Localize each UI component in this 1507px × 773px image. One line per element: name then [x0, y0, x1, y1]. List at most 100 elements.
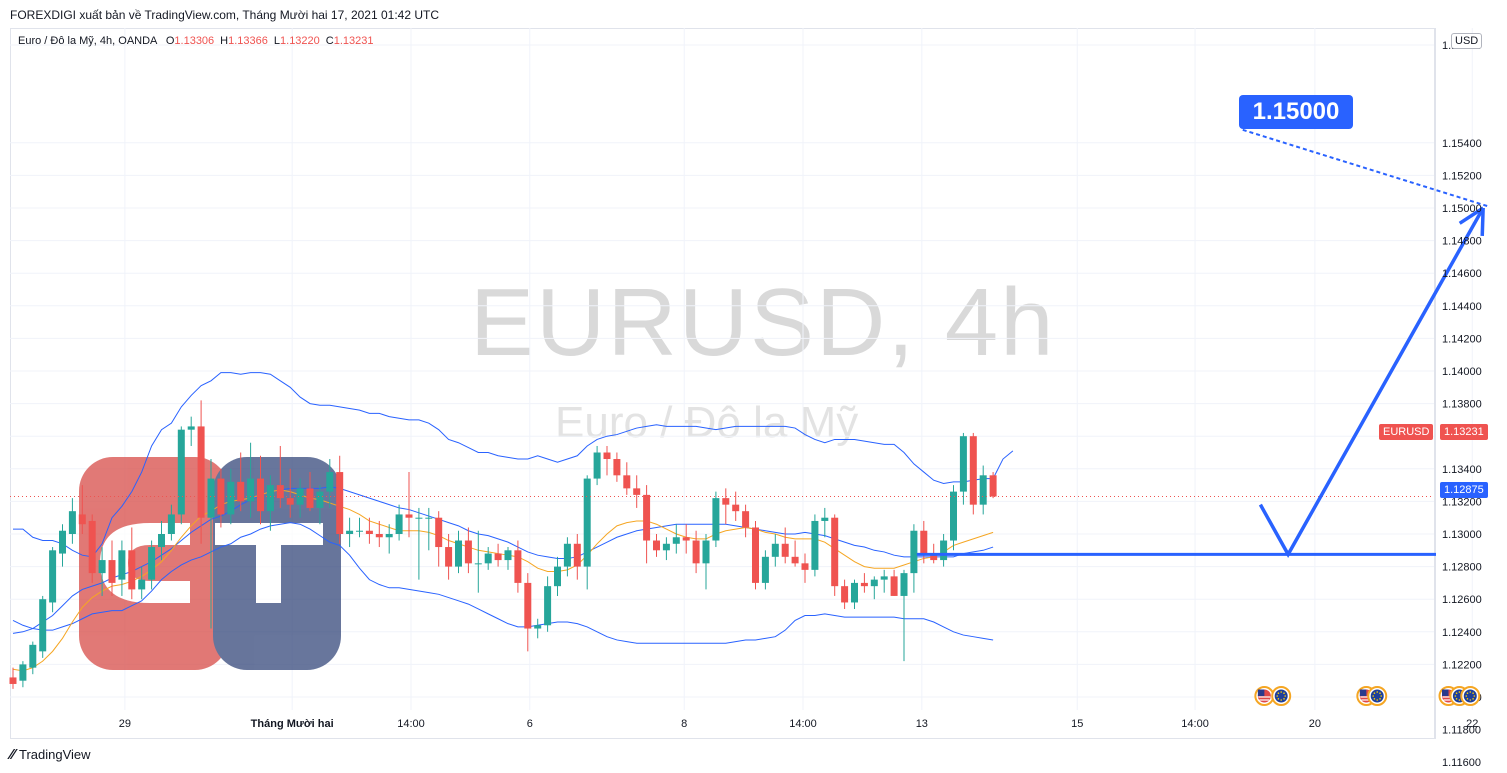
candle-body	[78, 514, 86, 525]
candle-body	[870, 579, 878, 587]
last-price-tag: 1.13231	[1440, 424, 1488, 440]
candle-body	[49, 550, 57, 603]
candle-body	[464, 540, 472, 564]
y-tick-label: 1.12600	[1442, 594, 1482, 606]
candle-body	[19, 664, 27, 681]
candle-body	[474, 563, 482, 565]
us-event-flag-icon[interactable]	[1254, 686, 1275, 706]
candle-body	[207, 478, 215, 518]
eu-star	[1284, 695, 1286, 697]
candle-body	[880, 576, 888, 580]
candle-body	[326, 472, 334, 492]
candle-body	[266, 485, 274, 512]
candle-body	[593, 452, 601, 479]
candle-body	[504, 550, 512, 561]
candle-body	[583, 478, 591, 567]
eu-star	[1376, 699, 1379, 701]
candle-body	[395, 514, 403, 534]
candle-body	[662, 543, 670, 551]
publish-header: FOREXDIGI xuất bản về TradingView.com, T…	[10, 8, 440, 22]
candle-body	[29, 644, 37, 668]
candle-body	[237, 481, 245, 502]
eu-star	[1376, 691, 1379, 693]
currency-button[interactable]: USD	[1451, 33, 1483, 49]
eu-star	[1473, 695, 1476, 697]
candle-body	[385, 534, 393, 538]
bollinger-upper-band	[13, 372, 1014, 558]
candle-body	[9, 677, 17, 684]
y-tick-label: 1.12800	[1442, 562, 1482, 574]
eu-star	[1465, 695, 1468, 697]
symbol-name: Euro / Đô la Mỹ, 4h, OANDA	[18, 35, 157, 47]
candle-body	[890, 576, 898, 596]
candle-body	[455, 540, 462, 567]
candle-body	[484, 553, 492, 564]
candle-body	[692, 540, 700, 564]
candle-body	[831, 517, 839, 587]
candle-body	[187, 426, 195, 430]
candle-body	[286, 498, 294, 505]
target-price-label[interactable]: 1.15000	[1239, 95, 1353, 129]
eu-star	[1472, 698, 1474, 700]
candle-body	[494, 553, 502, 561]
candle-body	[257, 478, 264, 512]
candle-body	[217, 478, 225, 515]
candle-body	[415, 517, 423, 519]
symbol-price-tag: EURUSD	[1379, 424, 1434, 440]
candle-body	[514, 550, 522, 583]
candle-body	[177, 429, 185, 515]
eu-star	[1379, 698, 1381, 700]
candle-body	[128, 550, 136, 590]
eu-star	[1455, 692, 1458, 694]
candle-body	[425, 517, 433, 519]
x-tick-label: 29	[119, 718, 131, 730]
eu-star	[1280, 699, 1282, 701]
candle-body	[930, 553, 938, 561]
candle-body	[316, 491, 324, 508]
candle-body	[138, 579, 146, 590]
x-tick-label: 14:00	[397, 718, 425, 730]
arrow-head-right	[1458, 206, 1485, 225]
candle-body	[623, 475, 631, 489]
candle-body	[197, 426, 205, 518]
target-label-connector	[1239, 128, 1488, 207]
candle-body	[306, 488, 314, 508]
candle-body	[910, 530, 918, 574]
x-tick-label: Tháng Mười hai	[251, 718, 334, 730]
eu-star	[1283, 698, 1285, 700]
eu-star	[1454, 695, 1457, 697]
projection-path	[1258, 207, 1485, 558]
eu-star	[1469, 699, 1472, 701]
y-tick-label: 1.14000	[1442, 366, 1482, 378]
eu-event-flag-icon[interactable]	[1271, 686, 1292, 706]
candle-body	[603, 452, 611, 460]
eu-star	[1276, 695, 1278, 697]
candle-body	[821, 517, 829, 521]
candle-body	[969, 436, 977, 505]
open-value: 1.13306	[174, 35, 215, 47]
logo-letter-c	[100, 523, 190, 603]
symbol-description-watermark: Euro / Đô la Mỹ	[555, 398, 859, 447]
symbol-watermark: EURUSD, 4h	[470, 269, 1056, 376]
candle-body	[554, 566, 561, 587]
candle-body	[653, 540, 660, 551]
eu-star	[1472, 692, 1474, 694]
us-flag-canton	[1359, 689, 1367, 696]
tradingview-logo-icon: ⁄⁄	[10, 746, 16, 763]
close-key: C	[325, 35, 334, 47]
eu-event-flag-icon[interactable]	[1460, 686, 1481, 706]
eu-star	[1466, 698, 1469, 700]
y-tick-label: 1.13400	[1442, 464, 1482, 476]
y-tick-label: 1.14600	[1442, 268, 1482, 280]
eu-star	[1469, 691, 1472, 693]
candle-body	[39, 599, 47, 652]
chart-frame[interactable]	[10, 28, 1435, 739]
eu-event-flag-icon[interactable]	[1367, 686, 1388, 706]
moving-average-line	[12, 489, 994, 672]
candle-body	[979, 475, 987, 505]
candle-body	[167, 514, 175, 534]
candle-body	[356, 530, 363, 532]
candle-body	[405, 514, 413, 518]
eu-star	[1372, 695, 1375, 697]
